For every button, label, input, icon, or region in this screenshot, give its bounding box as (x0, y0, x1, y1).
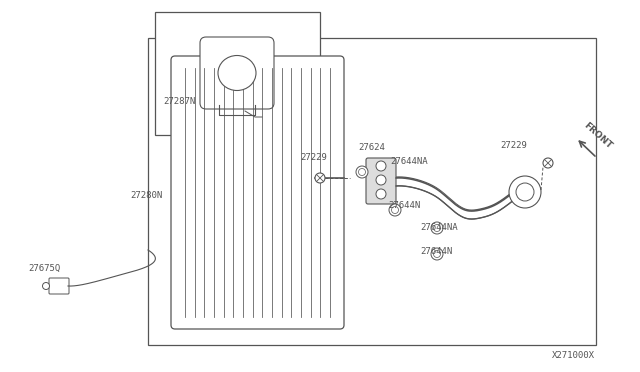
Bar (155, 12, 320, 135)
Circle shape (516, 183, 534, 201)
Circle shape (376, 189, 386, 199)
Circle shape (376, 161, 386, 171)
FancyBboxPatch shape (49, 278, 69, 294)
Circle shape (356, 166, 368, 178)
Circle shape (431, 248, 443, 260)
Ellipse shape (218, 55, 256, 90)
Text: FRONT: FRONT (582, 121, 614, 151)
Text: 27229: 27229 (300, 154, 327, 163)
Text: 27644N: 27644N (420, 247, 452, 257)
Text: 27229: 27229 (500, 141, 527, 150)
Circle shape (433, 224, 440, 231)
Bar (148, 38, 596, 345)
Circle shape (431, 222, 443, 234)
Text: 27644NA: 27644NA (420, 224, 458, 232)
FancyBboxPatch shape (171, 56, 344, 329)
Text: 27675Q: 27675Q (28, 263, 60, 273)
Circle shape (509, 176, 541, 208)
FancyBboxPatch shape (366, 158, 396, 204)
Circle shape (315, 173, 325, 183)
Circle shape (433, 250, 440, 257)
Circle shape (358, 169, 365, 176)
Circle shape (376, 175, 386, 185)
Circle shape (389, 204, 401, 216)
Text: 27644N: 27644N (388, 201, 420, 209)
Circle shape (392, 206, 399, 214)
Circle shape (543, 158, 553, 168)
Text: 27287N: 27287N (163, 97, 195, 106)
Text: 27624: 27624 (358, 144, 385, 153)
Text: 27644NA: 27644NA (390, 157, 428, 167)
FancyBboxPatch shape (200, 37, 274, 109)
Text: X271000X: X271000X (552, 351, 595, 360)
Text: 27280N: 27280N (130, 190, 163, 199)
Circle shape (42, 282, 49, 289)
